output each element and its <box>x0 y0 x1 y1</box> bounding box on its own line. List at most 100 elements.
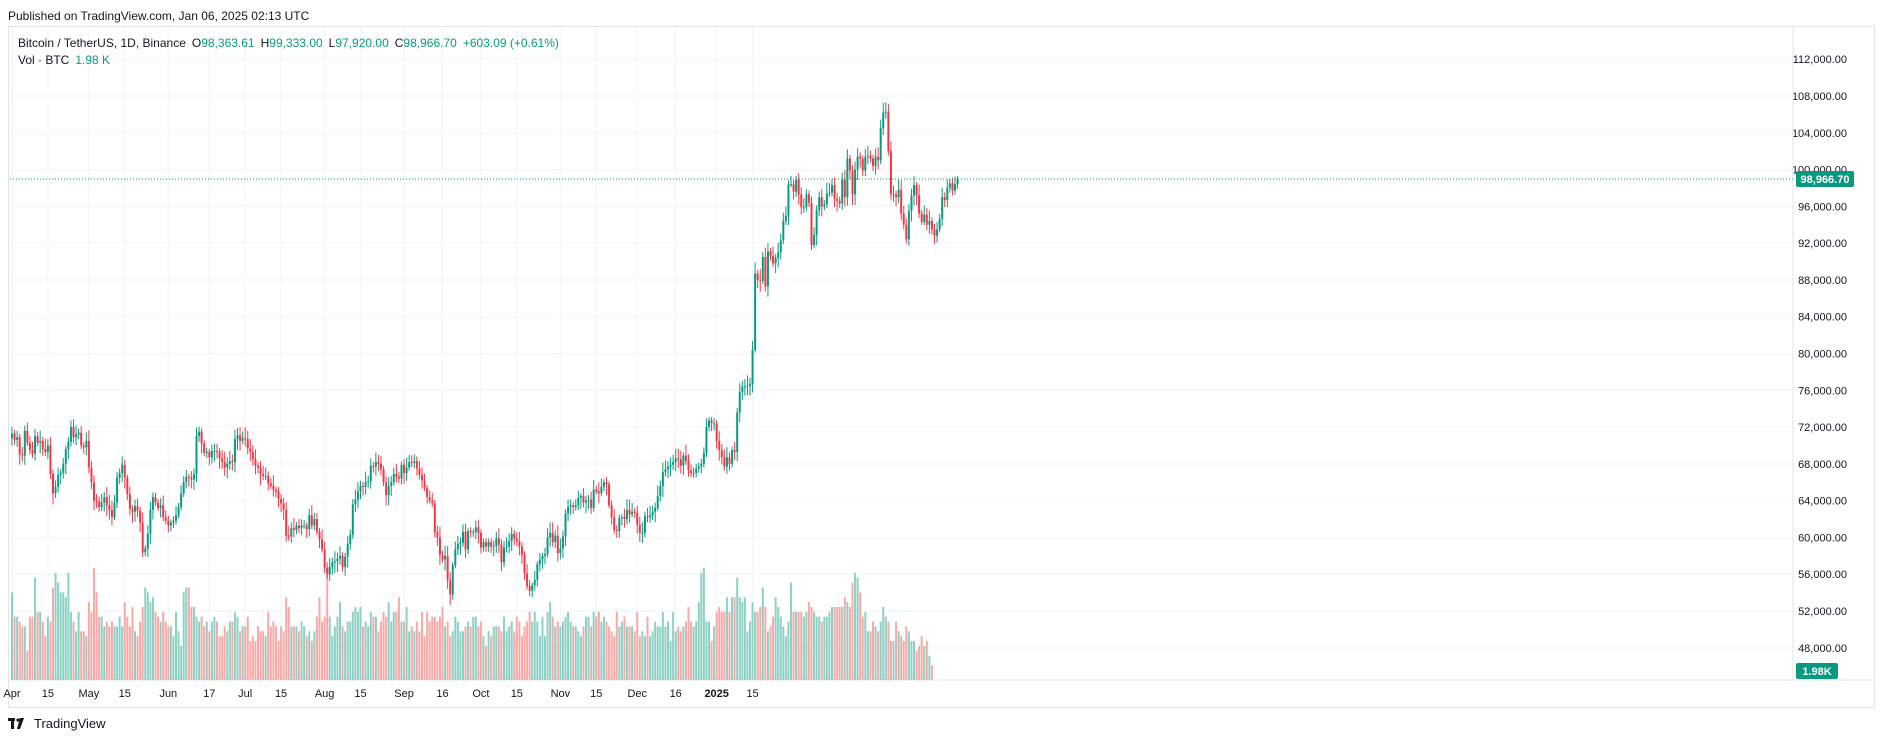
volume-bar <box>333 626 336 680</box>
volume-bar <box>118 616 121 680</box>
candle-body <box>597 491 600 494</box>
candle-body <box>295 525 298 531</box>
candle-body <box>889 151 892 195</box>
candle-body <box>64 449 67 464</box>
candle-body <box>374 462 377 467</box>
candle-body <box>385 482 388 496</box>
volume-bar <box>554 626 557 680</box>
y-tick-label: 108,000.00 <box>1792 91 1847 103</box>
candle-body <box>838 200 841 204</box>
candle-body <box>318 531 321 540</box>
candle-body <box>600 486 603 494</box>
volume-bar <box>549 602 552 680</box>
candle-body <box>280 498 283 504</box>
candle-body <box>649 515 652 518</box>
candle-body <box>695 468 698 474</box>
candle-body <box>877 156 880 161</box>
x-tick-label: Apr <box>3 688 20 700</box>
volume-bar <box>141 606 144 680</box>
volume-bar <box>228 621 231 680</box>
volume-label[interactable]: Vol · BTC <box>18 53 70 67</box>
symbol-label[interactable]: Bitcoin / TetherUS, 1D, Binance <box>18 36 186 50</box>
volume-bar <box>902 641 905 680</box>
volume-bar <box>85 636 88 680</box>
volume-bar <box>490 636 493 680</box>
candle-body <box>823 204 826 207</box>
volume-bar <box>23 626 26 680</box>
volume-bar <box>595 616 598 680</box>
volume-bar <box>661 611 664 680</box>
candle-body <box>277 491 280 499</box>
volume-bar <box>272 621 275 680</box>
volume-bar <box>354 606 357 680</box>
volume-bar <box>620 621 623 680</box>
volume-bar <box>157 616 160 680</box>
y-tick-label: 96,000.00 <box>1798 201 1847 213</box>
volume-bar <box>797 611 800 680</box>
candle-body <box>146 533 149 549</box>
candle-body <box>251 451 254 460</box>
footer-brand-name[interactable]: TradingView <box>34 716 106 731</box>
volume-bar <box>162 611 165 680</box>
candle-body <box>854 169 857 195</box>
volume-bar <box>49 621 52 680</box>
volume-bar <box>285 597 288 680</box>
candle-body <box>11 433 13 439</box>
volume-bar <box>251 636 254 680</box>
candle-body <box>100 502 103 508</box>
volume-bar <box>456 621 459 680</box>
candle-body <box>910 195 913 211</box>
volume-bar <box>774 597 777 680</box>
candle-body <box>162 505 165 518</box>
candle-body <box>579 496 582 498</box>
volume-bar <box>187 587 190 680</box>
volume-bar <box>528 611 531 680</box>
x-tick-label: 15 <box>746 688 758 700</box>
candle-body <box>410 462 413 464</box>
x-tick-label: Oct <box>472 688 489 700</box>
volume-bar <box>395 611 398 680</box>
volume-bar <box>362 626 365 680</box>
volume-bar <box>679 631 682 680</box>
candle-body <box>920 213 923 222</box>
volume-bar <box>815 616 818 680</box>
candle-body <box>546 537 549 554</box>
candle-body <box>836 198 839 201</box>
x-tick-label: May <box>78 688 99 700</box>
y-tick-label: 60,000.00 <box>1798 532 1847 544</box>
volume-bar <box>510 621 513 680</box>
volume-bar <box>713 626 716 680</box>
volume-bar <box>34 577 37 680</box>
candle-body <box>72 427 75 438</box>
candle-body <box>359 485 362 492</box>
volume-bar <box>659 626 662 680</box>
candle-body <box>646 516 649 518</box>
volume-bar <box>672 611 675 680</box>
candle-body <box>290 528 293 537</box>
volume-bar <box>692 626 695 680</box>
candle-body <box>59 473 62 475</box>
candle-body <box>121 464 124 474</box>
candle-body <box>951 183 954 191</box>
candle-body <box>144 548 147 553</box>
volume-bar <box>869 631 872 680</box>
volume-bar <box>541 616 544 680</box>
volume-bar <box>754 611 757 680</box>
candle-body <box>308 515 311 530</box>
candle-body <box>113 502 116 518</box>
x-tick-label: 15 <box>511 688 523 700</box>
candle-body <box>126 477 129 495</box>
volume-bar <box>46 616 49 680</box>
candle-body <box>508 541 511 547</box>
volume-bar <box>677 626 680 680</box>
candle-body <box>520 546 523 555</box>
candle-body <box>344 556 347 567</box>
candle-body <box>556 535 559 554</box>
candle-body <box>269 483 272 486</box>
volume-bar <box>346 621 349 680</box>
candle-body <box>341 555 344 567</box>
volume-bar <box>920 636 923 680</box>
volume-bar <box>556 621 559 680</box>
candle-body <box>426 487 429 497</box>
